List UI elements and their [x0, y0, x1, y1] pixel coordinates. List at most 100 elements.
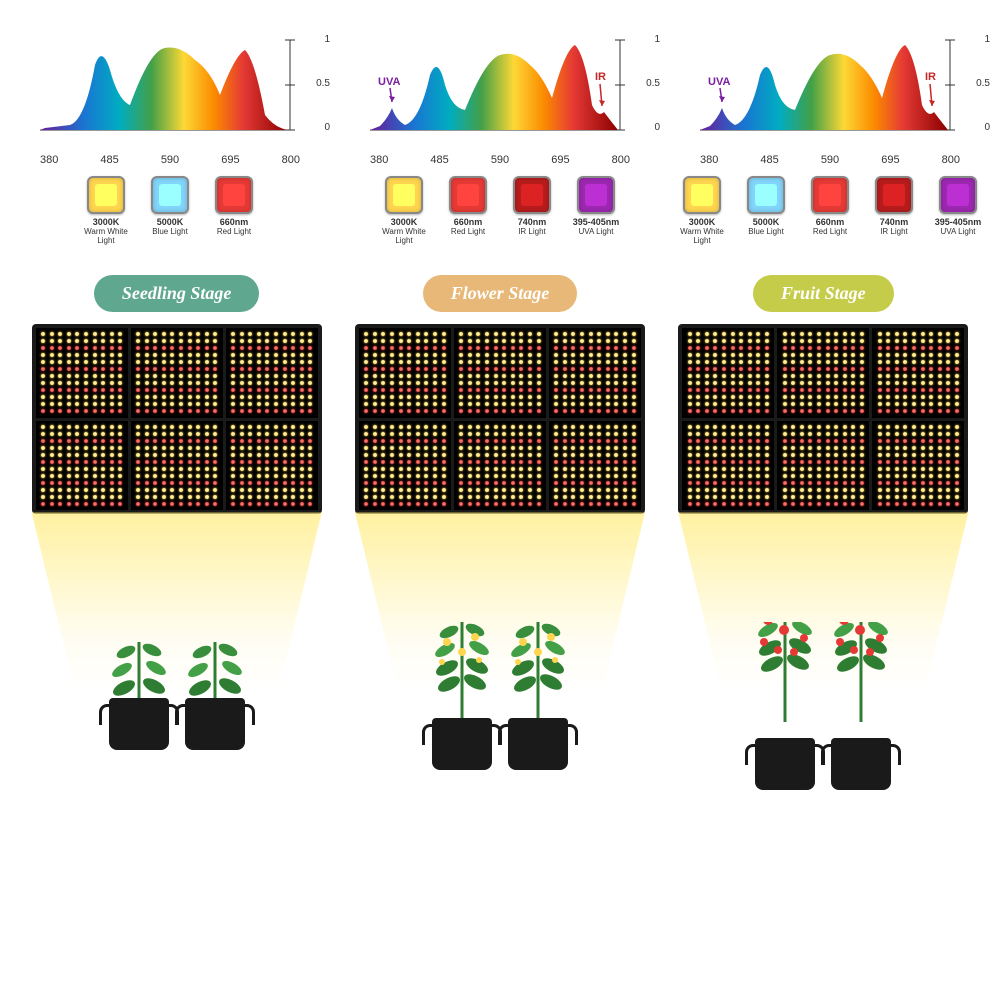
x-tick: 695 — [551, 154, 569, 166]
led-dot — [67, 481, 71, 485]
led-row — [685, 432, 771, 437]
led-dot — [364, 460, 368, 464]
led-dot — [713, 432, 717, 436]
led-dot — [265, 502, 269, 506]
led-dot — [93, 339, 97, 343]
led-dot — [817, 425, 821, 429]
led-dot — [118, 360, 122, 364]
led-dot — [783, 453, 787, 457]
led-dot — [731, 495, 735, 499]
led-dot — [476, 381, 480, 385]
led-dot — [606, 409, 610, 413]
led-dot — [589, 395, 593, 399]
led-dot — [528, 374, 532, 378]
led-dot — [442, 474, 446, 478]
led-dot — [153, 346, 157, 350]
led-row — [875, 339, 961, 344]
led-dot — [291, 495, 295, 499]
led-dot — [912, 409, 916, 413]
led-dot — [162, 495, 166, 499]
led-dot — [886, 467, 890, 471]
led-dot — [416, 360, 420, 364]
led-dot — [248, 481, 252, 485]
led-dot — [300, 439, 304, 443]
led-dot — [946, 374, 950, 378]
led-dot — [136, 395, 140, 399]
led-dot — [459, 332, 463, 336]
led-dot — [213, 395, 217, 399]
led-dot — [748, 388, 752, 392]
led-dot — [597, 453, 601, 457]
led-dot — [84, 332, 88, 336]
led-dot — [381, 432, 385, 436]
led-dot — [205, 474, 209, 478]
led-dot — [248, 425, 252, 429]
led-dot — [485, 460, 489, 464]
chip-sublabel: Red Light — [813, 228, 847, 237]
led-dot — [291, 467, 295, 471]
led-dot — [921, 360, 925, 364]
led-dot — [623, 367, 627, 371]
led-dot — [265, 367, 269, 371]
led-row — [229, 502, 315, 507]
led-dot — [826, 439, 830, 443]
led-dot — [399, 460, 403, 464]
led-dot — [485, 360, 489, 364]
led-dot — [705, 432, 709, 436]
led-dot — [170, 488, 174, 492]
led-dot — [84, 353, 88, 357]
led-dot — [291, 402, 295, 406]
led-dot — [399, 332, 403, 336]
led-dot — [843, 467, 847, 471]
led-dot — [528, 353, 532, 357]
led-dot — [84, 432, 88, 436]
led-dot — [722, 439, 726, 443]
led-dot — [851, 467, 855, 471]
led-dot — [170, 388, 174, 392]
led-dot — [921, 353, 925, 357]
led-row — [552, 346, 638, 351]
led-dot — [756, 367, 760, 371]
led-dot — [955, 374, 959, 378]
led-dot — [808, 332, 812, 336]
led-dot — [843, 332, 847, 336]
led-row — [685, 467, 771, 472]
led-dot — [459, 502, 463, 506]
led-dot — [442, 395, 446, 399]
led-row — [229, 409, 315, 414]
led-dot — [67, 432, 71, 436]
led-dot — [554, 453, 558, 457]
led-dot — [903, 474, 907, 478]
led-dot — [851, 339, 855, 343]
spectrum-column: UVA IR 1 0.5 0 380485590695800 3000K War… — [670, 30, 990, 245]
led-dot — [580, 381, 584, 385]
led-dot — [248, 346, 252, 350]
led-dot — [399, 446, 403, 450]
led-dot — [878, 474, 882, 478]
led-dot — [205, 453, 209, 457]
led-dot — [696, 453, 700, 457]
led-dot — [308, 395, 312, 399]
led-dot — [136, 353, 140, 357]
led-dot — [153, 332, 157, 336]
led-dot — [468, 495, 472, 499]
led-dot — [938, 332, 942, 336]
led-dot — [41, 388, 45, 392]
led-row — [457, 495, 543, 500]
led-dot — [433, 474, 437, 478]
led-dot — [75, 367, 79, 371]
led-dot — [756, 460, 760, 464]
led-dot — [731, 388, 735, 392]
led-dot — [93, 332, 97, 336]
led-row — [362, 488, 448, 493]
led-dot — [136, 381, 140, 385]
led-dot — [162, 360, 166, 364]
led-dot — [58, 339, 62, 343]
led-dot — [84, 360, 88, 364]
spectrum-chart: 1 0.5 0 — [30, 30, 310, 150]
led-dot — [808, 460, 812, 464]
led-dot — [476, 495, 480, 499]
led-dot — [580, 446, 584, 450]
led-dot — [407, 432, 411, 436]
led-dot — [75, 332, 79, 336]
